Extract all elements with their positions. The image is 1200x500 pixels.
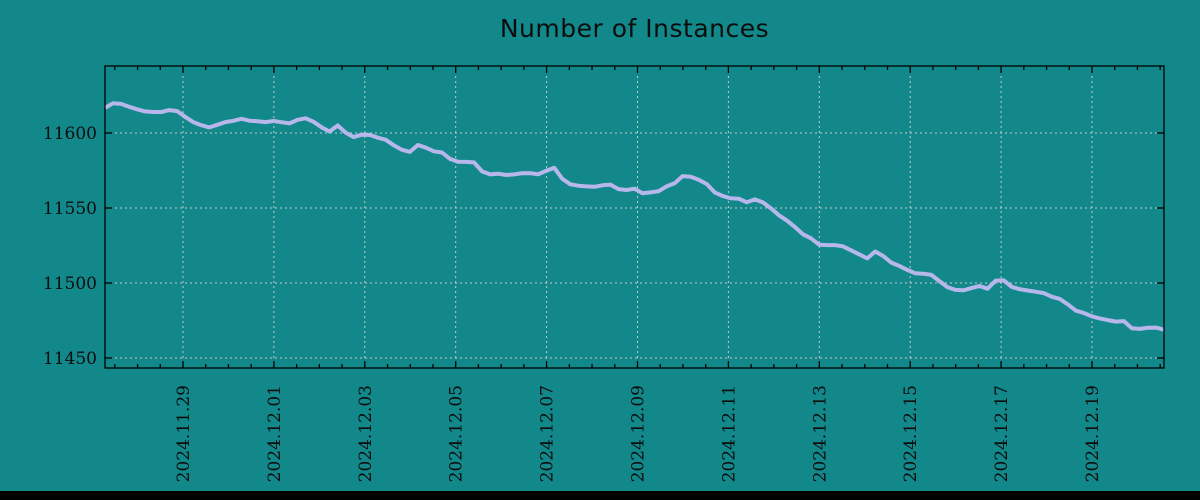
y-tick-label: 11500 [43, 274, 97, 294]
x-tick-label: 2024.12.13 [810, 385, 830, 482]
series-line-instances [104, 101, 1165, 332]
x-tick-label: 2024.12.19 [1083, 385, 1103, 482]
x-tick-label: 2024.11.29 [174, 385, 194, 482]
x-tick-label: 2024.12.17 [992, 385, 1012, 482]
x-tick-label: 2024.12.05 [447, 385, 467, 482]
x-tick-label: 2024.12.03 [356, 385, 376, 482]
x-tick-label: 2024.12.01 [265, 385, 285, 482]
x-tick-label: 2024.12.15 [901, 385, 921, 482]
x-tick-label: 2024.12.11 [719, 385, 739, 482]
plot-border [104, 65, 1165, 369]
x-tick-label: 2024.12.09 [629, 385, 649, 482]
chart-title: Number of Instances [499, 14, 770, 43]
y-tick-label: 11550 [43, 199, 97, 219]
y-tick-label: 11600 [43, 124, 97, 144]
x-tick-label: 2024.12.07 [538, 385, 558, 482]
y-tick-label: 11450 [43, 349, 97, 369]
bottom-window-edge-bar [0, 491, 1200, 500]
